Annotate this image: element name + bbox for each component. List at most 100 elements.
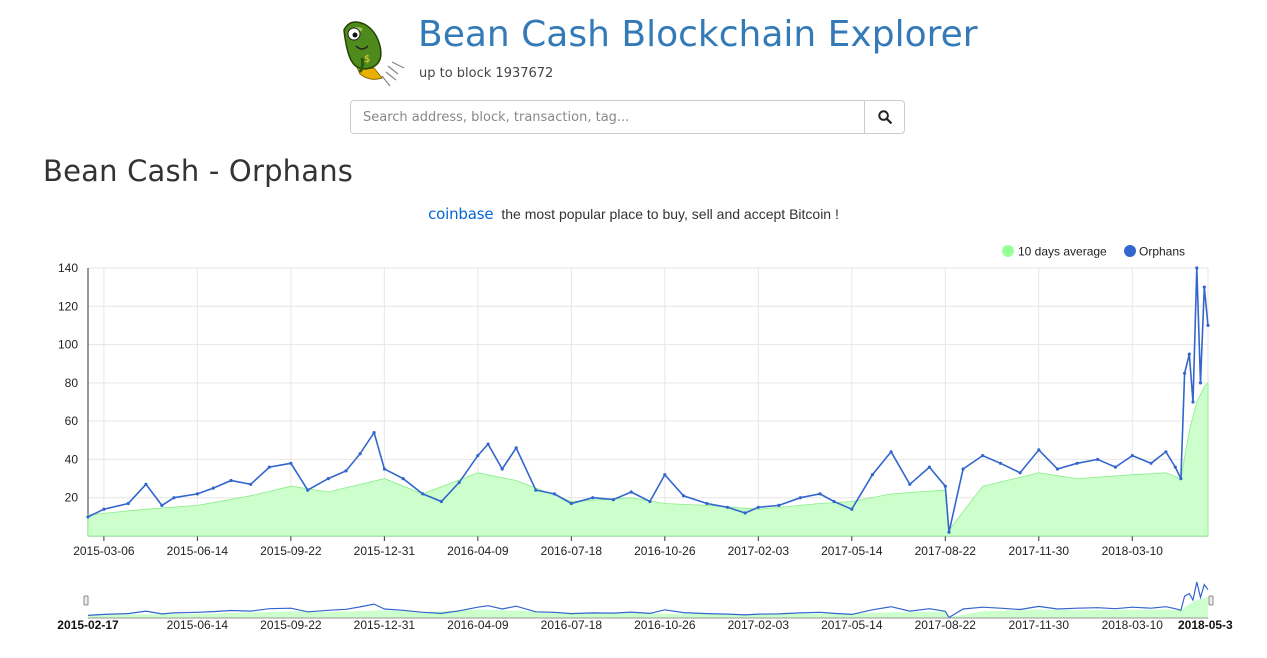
site-header: $ Bean Cash Blockchain Explorer up to bl… <box>0 0 1267 150</box>
orphans-data-point[interactable] <box>160 503 164 507</box>
orphans-data-point[interactable] <box>486 442 490 446</box>
orphans-data-point[interactable] <box>818 492 822 496</box>
orphans-data-point[interactable] <box>344 469 348 473</box>
navigator-left-handle[interactable] <box>83 595 89 606</box>
orphans-data-point[interactable] <box>401 477 405 481</box>
search-button[interactable] <box>864 101 904 133</box>
orphans-data-point[interactable] <box>611 498 616 502</box>
x-tick-label: 2017-02-03 <box>728 544 790 558</box>
search-input[interactable] <box>351 101 864 133</box>
orphans-data-point[interactable] <box>514 446 518 450</box>
orphans-data-point[interactable] <box>476 454 480 458</box>
orphans-data-point[interactable] <box>534 488 538 492</box>
orphans-data-point[interactable] <box>943 484 947 488</box>
navigator-tick-label: 2015-12-31 <box>354 618 416 632</box>
orphans-data-point[interactable] <box>172 496 176 500</box>
coinbase-logo[interactable]: coinbase <box>428 205 494 223</box>
orphans-data-point[interactable] <box>1191 400 1195 404</box>
range-navigator[interactable]: 2015-06-14 2015-09-22 2015-12-31 2016-04-09… <box>57 581 1233 632</box>
orphans-data-point[interactable] <box>1202 285 1206 289</box>
legend-item-orphans[interactable]: Orphans <box>1124 245 1185 259</box>
orphans-data-point[interactable] <box>1130 454 1134 458</box>
orphans-data-point[interactable] <box>1187 352 1191 356</box>
orphans-data-point[interactable] <box>832 499 836 504</box>
orphans-data-point[interactable] <box>756 505 760 509</box>
promo-text[interactable]: the most popular place to buy, sell and … <box>501 206 839 222</box>
orphans-data-point[interactable] <box>326 477 330 481</box>
orphans-data-point[interactable] <box>947 530 951 534</box>
orphans-data-point[interactable] <box>211 486 215 490</box>
orphans-data-point[interactable] <box>908 482 912 486</box>
orphans-data-point[interactable] <box>981 454 985 458</box>
magnifier-icon <box>877 110 892 124</box>
orphans-data-point[interactable] <box>126 501 130 506</box>
orphans-data-point[interactable] <box>1173 465 1177 469</box>
svg-text:$: $ <box>364 54 370 65</box>
orphans-data-point[interactable] <box>249 482 253 486</box>
series-10-days-average <box>87 381 1209 537</box>
orphans-data-point[interactable] <box>663 473 667 477</box>
orphans-data-point[interactable] <box>1179 477 1183 481</box>
orphans-data-point[interactable] <box>552 492 557 496</box>
orphans-data-point[interactable] <box>1164 450 1168 454</box>
orphans-data-point[interactable] <box>998 461 1003 465</box>
orphans-data-point[interactable] <box>144 482 148 486</box>
orphans-data-point[interactable] <box>850 507 854 511</box>
x-tick-label: 2017-08-22 <box>915 544 977 558</box>
orphans-data-point[interactable] <box>961 467 965 471</box>
orphans-data-point[interactable] <box>1113 465 1117 469</box>
orphans-data-point[interactable] <box>421 492 425 496</box>
orphans-data-point[interactable] <box>743 511 747 515</box>
orphans-data-point[interactable] <box>569 501 573 506</box>
orphans-data-point[interactable] <box>306 488 310 492</box>
orphans-data-point[interactable] <box>267 465 271 469</box>
orphans-data-point[interactable] <box>86 515 90 519</box>
orphans-data-point[interactable] <box>195 492 199 496</box>
orphans-data-point[interactable] <box>648 499 652 504</box>
legend-label-average: 10 days average <box>1018 245 1107 259</box>
orphans-data-point[interactable] <box>1149 461 1153 465</box>
orphans-data-point[interactable] <box>1198 381 1203 385</box>
orphans-data-point[interactable] <box>439 499 443 504</box>
orphans-data-point[interactable] <box>1018 471 1022 475</box>
orphans-data-point[interactable] <box>681 494 686 498</box>
orphans-data-point[interactable] <box>382 467 386 471</box>
navigator-average-area <box>88 597 1208 618</box>
x-tick-label: 2016-10-26 <box>634 544 696 558</box>
orphans-data-point[interactable] <box>1055 467 1060 471</box>
orphans-data-point[interactable] <box>289 461 293 465</box>
x-tick-label: 2018-03-10 <box>1102 544 1164 558</box>
orphans-data-point[interactable] <box>372 431 376 435</box>
orphans-data-point[interactable] <box>102 507 106 511</box>
orphans-data-point[interactable] <box>1075 461 1079 465</box>
orphans-data-point[interactable] <box>870 473 875 477</box>
orphans-data-point[interactable] <box>1183 371 1187 375</box>
orphans-data-point[interactable] <box>229 478 233 483</box>
orphans-data-point[interactable] <box>1206 323 1210 327</box>
orphans-data-point[interactable] <box>1195 266 1199 270</box>
navigator-right-handle[interactable] <box>1208 595 1214 606</box>
x-tick-label: 2017-05-14 <box>821 544 883 558</box>
legend-swatch-orphans <box>1124 245 1136 257</box>
legend-item-10-days-average[interactable]: 10 days average <box>1002 245 1107 259</box>
bean-mascot-icon[interactable]: $ <box>336 18 410 90</box>
orphans-data-point[interactable] <box>500 467 504 471</box>
navigator-range-start: 2015-02-17 <box>57 618 119 632</box>
orphans-data-point[interactable] <box>1096 457 1100 461</box>
y-tick-label: 60 <box>65 414 79 428</box>
orphans-data-point[interactable] <box>889 450 893 454</box>
orphans-data-point[interactable] <box>629 490 633 494</box>
orphans-data-point[interactable] <box>591 496 595 500</box>
orphans-data-point[interactable] <box>777 503 781 507</box>
orphans-data-point[interactable] <box>358 452 362 456</box>
navigator-tick-label: 2017-02-03 <box>728 618 790 632</box>
promo-banner: coinbase the most popular place to buy, s… <box>0 205 1267 223</box>
site-title[interactable]: Bean Cash Blockchain Explorer <box>418 14 978 55</box>
orphans-data-point[interactable] <box>457 480 461 484</box>
orphans-data-point[interactable] <box>927 465 932 469</box>
orphans-data-point[interactable] <box>705 501 709 506</box>
orphans-data-point[interactable] <box>725 505 730 509</box>
orphans-data-point[interactable] <box>1037 448 1041 452</box>
y-tick-label: 140 <box>58 261 78 275</box>
orphans-data-point[interactable] <box>798 496 803 500</box>
